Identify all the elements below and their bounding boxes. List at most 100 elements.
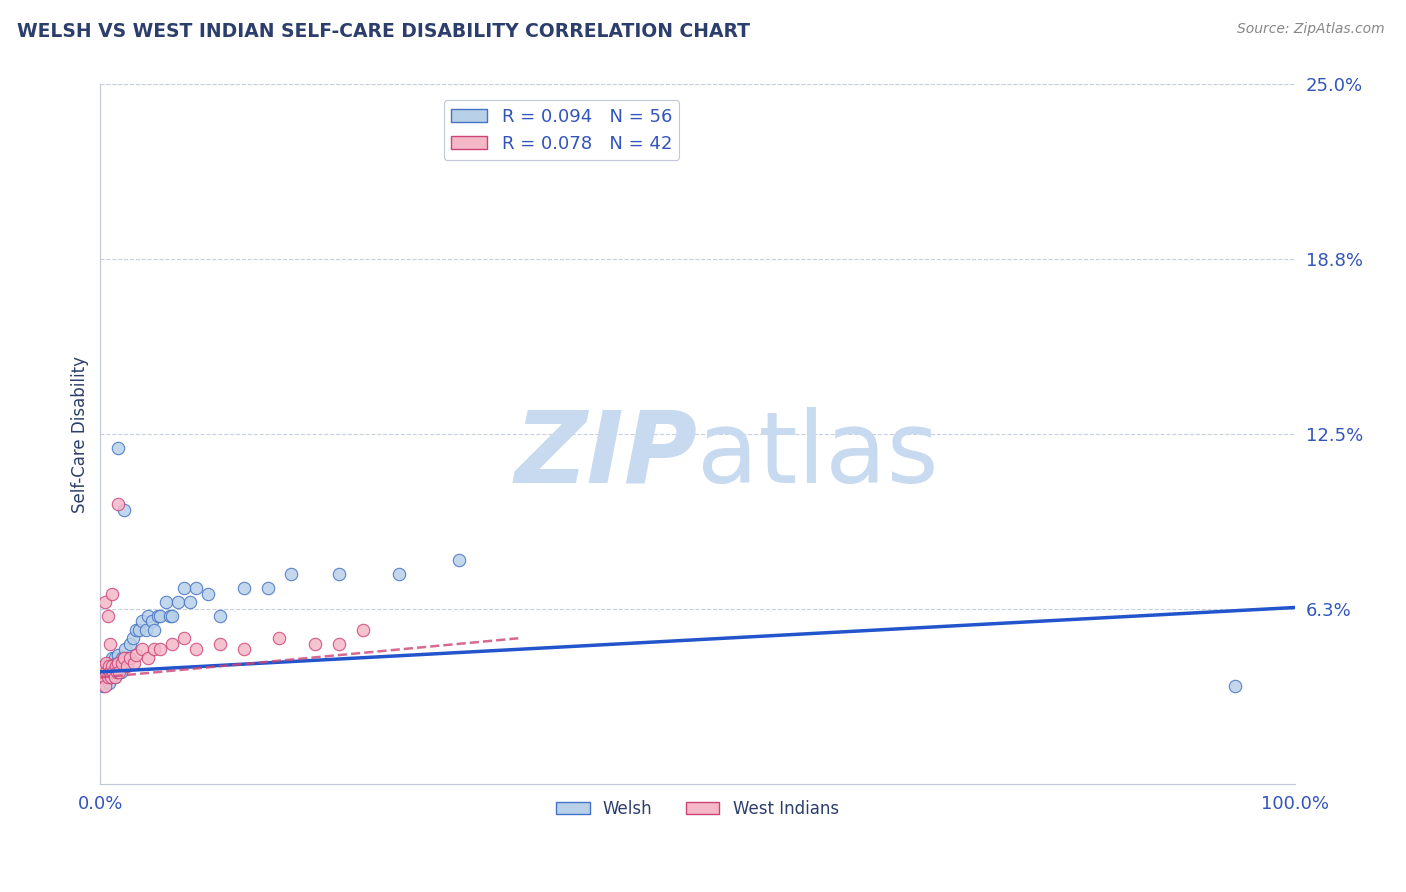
Legend: Welsh, West Indians: Welsh, West Indians (550, 793, 845, 824)
Text: Source: ZipAtlas.com: Source: ZipAtlas.com (1237, 22, 1385, 37)
Point (96, 670, 118, 684)
Point (96, 665, 118, 679)
Point (128, 623, 150, 637)
Point (100, 670, 122, 684)
Point (143, 623, 166, 637)
Point (94, 679, 117, 693)
Point (122, 657, 145, 671)
Point (104, 651, 127, 665)
Point (97, 659, 120, 673)
Point (280, 566, 302, 581)
Point (143, 642, 166, 657)
Point (103, 665, 125, 679)
Point (98, 665, 121, 679)
Point (93, 670, 115, 684)
Point (328, 637, 350, 651)
Point (93, 670, 115, 684)
Point (94, 595, 117, 609)
Point (101, 659, 124, 673)
Point (108, 665, 131, 679)
Point (104, 659, 127, 673)
Point (184, 642, 207, 657)
Point (91, 679, 114, 693)
Point (160, 637, 183, 651)
Point (107, 648, 129, 662)
Point (155, 595, 177, 609)
Point (131, 615, 153, 629)
Point (107, 657, 129, 671)
Point (159, 608, 181, 623)
Point (107, 441, 129, 455)
Point (160, 608, 183, 623)
Point (125, 623, 148, 637)
Point (1223, 679, 1246, 693)
Point (103, 665, 125, 679)
Point (96, 659, 118, 673)
Point (105, 665, 128, 679)
Point (101, 586, 124, 600)
Point (179, 595, 201, 609)
Point (96, 608, 118, 623)
Point (93, 659, 115, 673)
Point (167, 595, 190, 609)
Point (208, 608, 231, 623)
Point (120, 637, 142, 651)
Point (104, 670, 127, 684)
Point (96, 670, 118, 684)
Point (104, 670, 127, 684)
Point (141, 615, 163, 629)
Text: ZIP: ZIP (515, 407, 697, 504)
Point (184, 581, 207, 595)
Point (115, 659, 138, 673)
Point (107, 497, 129, 511)
Point (114, 642, 136, 657)
Point (388, 566, 411, 581)
Point (208, 637, 231, 651)
Point (97, 676, 120, 690)
Point (135, 623, 157, 637)
Point (96, 670, 118, 684)
Point (136, 651, 159, 665)
Point (105, 665, 128, 679)
Point (121, 632, 143, 646)
Point (112, 651, 135, 665)
Point (97, 659, 120, 673)
Point (98, 637, 121, 651)
Point (107, 659, 129, 673)
Text: WELSH VS WEST INDIAN SELF-CARE DISABILITY CORRELATION CHART: WELSH VS WEST INDIAN SELF-CARE DISABILIT… (17, 22, 749, 41)
Point (447, 553, 470, 567)
Point (96, 657, 118, 671)
Point (112, 651, 135, 665)
Point (304, 637, 326, 651)
Point (256, 581, 278, 595)
Point (131, 642, 153, 657)
Point (112, 502, 135, 516)
Point (101, 651, 124, 665)
Point (173, 581, 195, 595)
Point (104, 665, 127, 679)
Point (110, 665, 132, 679)
Point (136, 608, 159, 623)
Point (90, 670, 112, 684)
Point (146, 608, 169, 623)
Point (108, 657, 131, 671)
Point (232, 581, 254, 595)
Point (111, 651, 134, 665)
Point (120, 651, 142, 665)
Point (111, 657, 134, 671)
Point (91, 665, 114, 679)
Point (112, 659, 135, 673)
Point (232, 642, 254, 657)
Point (115, 651, 138, 665)
Point (328, 566, 350, 581)
Text: atlas: atlas (697, 407, 939, 504)
Point (173, 632, 195, 646)
Point (104, 657, 127, 671)
Point (197, 586, 219, 600)
Point (352, 623, 374, 637)
Point (98, 665, 121, 679)
Point (100, 670, 122, 684)
Point (94, 665, 117, 679)
Point (125, 648, 148, 662)
Point (149, 642, 172, 657)
